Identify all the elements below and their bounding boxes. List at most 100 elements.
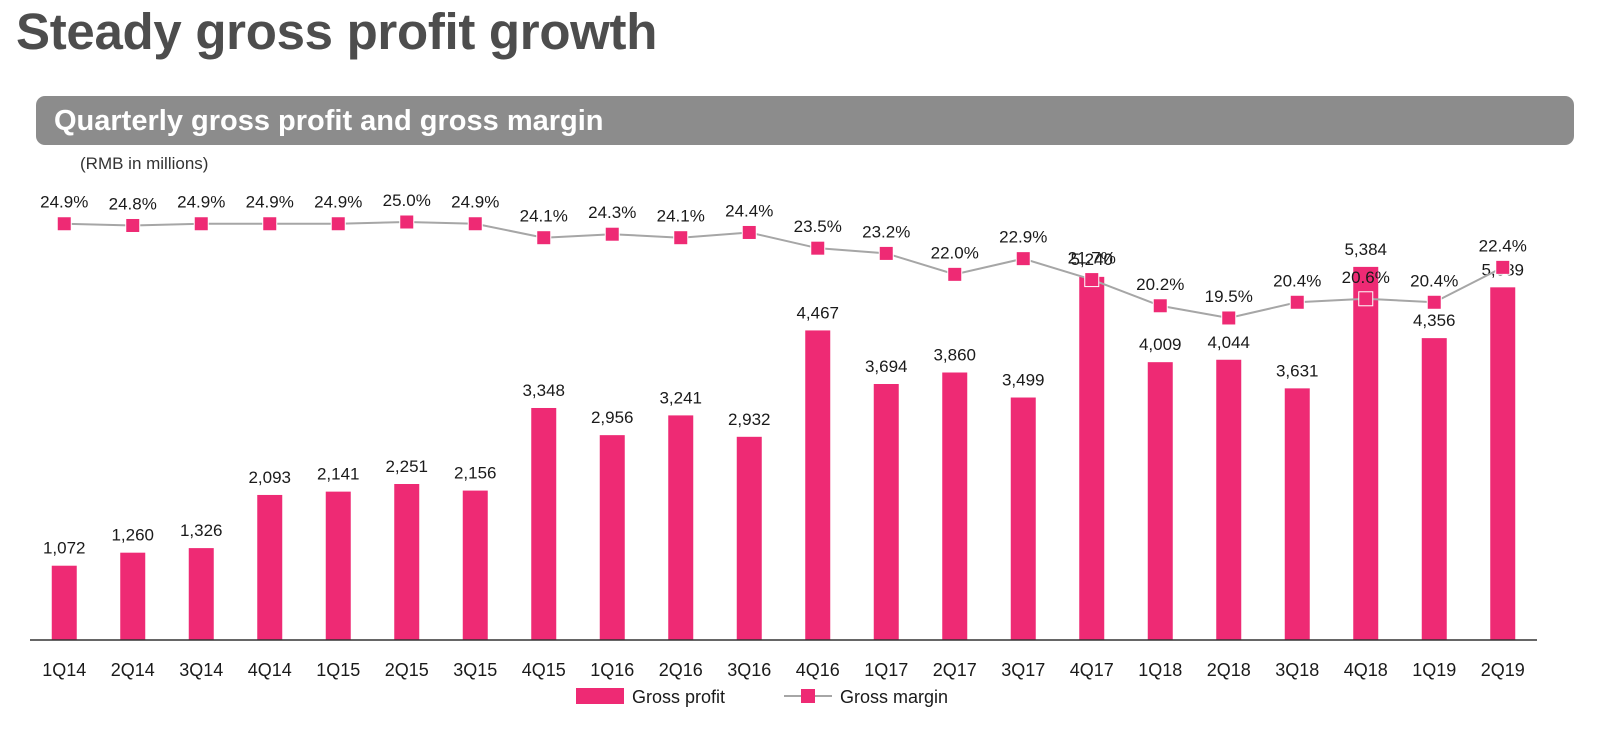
x-tick-4q17: 4Q17 (1070, 660, 1114, 680)
margin-marker-3q16 (741, 224, 757, 240)
margin-label-2q18: 19.5% (1205, 287, 1253, 306)
x-tick-1q19: 1Q19 (1412, 660, 1456, 680)
margin-marker-4q17 (1084, 272, 1100, 288)
margin-marker-3q15 (467, 216, 483, 232)
bar-label-2q14: 1,260 (111, 526, 154, 545)
legend-swatch-gross-profit (576, 688, 624, 704)
legend-label-gross-profit: Gross profit (632, 687, 725, 707)
margin-label-4q15: 24.1% (520, 207, 568, 226)
margin-marker-2q14 (125, 217, 141, 233)
x-tick-1q17: 1Q17 (864, 660, 908, 680)
bar-2q16 (668, 415, 694, 640)
bar-4q18 (1353, 266, 1379, 640)
x-tick-3q17: 3Q17 (1001, 660, 1045, 680)
margin-marker-4q18 (1358, 291, 1374, 307)
bar-2q18 (1216, 359, 1242, 640)
margin-label-3q17: 22.9% (999, 228, 1047, 247)
margin-label-2q19: 22.4% (1479, 236, 1527, 255)
margin-marker-2q19 (1495, 259, 1511, 275)
x-tick-4q14: 4Q14 (248, 660, 292, 680)
margin-label-4q17: 21.7% (1068, 249, 1116, 268)
margin-label-3q16: 24.4% (725, 201, 773, 220)
margin-marker-1q17 (878, 245, 894, 261)
bar-2q14 (120, 552, 146, 640)
x-tick-1q18: 1Q18 (1138, 660, 1182, 680)
margin-label-3q15: 24.9% (451, 193, 499, 212)
margin-label-2q15: 25.0% (383, 191, 431, 210)
x-tick-3q15: 3Q15 (453, 660, 497, 680)
bar-3q17 (1010, 397, 1036, 640)
bar-label-1q17: 3,694 (865, 357, 908, 376)
gross-margin-markers (56, 214, 1511, 326)
x-tick-2q18: 2Q18 (1207, 660, 1251, 680)
margin-label-1q18: 20.2% (1136, 275, 1184, 294)
margin-marker-1q19 (1426, 294, 1442, 310)
gross-profit-bars (51, 266, 1516, 640)
x-tick-1q15: 1Q15 (316, 660, 360, 680)
margin-marker-1q16 (604, 226, 620, 242)
legend: Gross profit Gross margin (576, 687, 948, 707)
margin-label-3q14: 24.9% (177, 193, 225, 212)
bar-2q17 (942, 372, 968, 640)
margin-marker-4q16 (810, 240, 826, 256)
unit-note: (RMB in millions) (80, 154, 209, 173)
bar-label-3q18: 3,631 (1276, 361, 1319, 380)
bar-label-3q15: 2,156 (454, 464, 497, 483)
margin-label-3q18: 20.4% (1273, 271, 1321, 290)
margin-marker-4q14 (262, 216, 278, 232)
margin-label-1q14: 24.9% (40, 193, 88, 212)
x-tick-4q16: 4Q16 (796, 660, 840, 680)
x-tick-2q15: 2Q15 (385, 660, 429, 680)
bar-label-1q14: 1,072 (43, 539, 86, 558)
bar-1q15 (325, 491, 351, 640)
bar-label-4q15: 3,348 (522, 381, 565, 400)
bar-2q15 (394, 484, 420, 640)
gross-profit-labels: 1,072 1,260 1,326 2,093 2,141 2,251 2,156 3,348… (43, 240, 1524, 558)
bar-4q15 (531, 407, 557, 640)
x-tick-3q18: 3Q18 (1275, 660, 1319, 680)
bar-label-1q18: 4,009 (1139, 335, 1182, 354)
margin-label-4q16: 23.5% (794, 217, 842, 236)
margin-marker-3q14 (193, 216, 209, 232)
x-tick-2q17: 2Q17 (933, 660, 977, 680)
x-tick-4q15: 4Q15 (522, 660, 566, 680)
x-tick-1q16: 1Q16 (590, 660, 634, 680)
bar-4q16 (805, 330, 831, 640)
margin-marker-2q16 (673, 230, 689, 246)
x-tick-2q19: 2Q19 (1481, 660, 1525, 680)
x-tick-4q18: 4Q18 (1344, 660, 1388, 680)
bar-1q17 (873, 384, 899, 640)
bar-label-1q19: 4,356 (1413, 311, 1456, 330)
bar-label-1q15: 2,141 (317, 465, 360, 484)
x-axis-ticks: 1Q14 2Q14 3Q14 4Q14 1Q15 2Q15 3Q15 4Q15 1Q16 2Q16… (42, 660, 1525, 680)
margin-label-4q18: 20.6% (1342, 268, 1390, 287)
x-tick-1q14: 1Q14 (42, 660, 86, 680)
bar-3q16 (736, 436, 762, 640)
margin-marker-2q17 (947, 266, 963, 282)
margin-marker-1q18 (1152, 298, 1168, 314)
legend-label-gross-margin: Gross margin (840, 687, 948, 707)
margin-label-4q14: 24.9% (246, 193, 294, 212)
x-tick-2q14: 2Q14 (111, 660, 155, 680)
bar-label-3q17: 3,499 (1002, 371, 1045, 390)
margin-marker-3q18 (1289, 294, 1305, 310)
bar-1q19 (1421, 338, 1447, 640)
gross-margin-labels: 24.9% 24.8% 24.9% 24.9% 24.9% 25.0% 24.9% 24.1%… (40, 191, 1527, 306)
bar-1q18 (1147, 362, 1173, 640)
bar-2q19 (1490, 287, 1516, 640)
bar-4q17 (1079, 276, 1105, 640)
margin-marker-1q14 (56, 216, 72, 232)
chart-subtitle: Quarterly gross profit and gross margin (54, 105, 604, 137)
bar-label-3q16: 2,932 (728, 410, 771, 429)
margin-label-1q17: 23.2% (862, 222, 910, 241)
bar-label-1q16: 2,956 (591, 408, 634, 427)
x-tick-2q16: 2Q16 (659, 660, 703, 680)
margin-marker-2q15 (399, 214, 415, 230)
margin-label-1q19: 20.4% (1410, 271, 1458, 290)
bar-1q16 (599, 435, 625, 640)
bar-label-2q18: 4,044 (1207, 333, 1250, 352)
bar-label-2q15: 2,251 (385, 457, 428, 476)
bar-3q15 (462, 490, 488, 640)
gross-margin-line (64, 220, 1504, 319)
